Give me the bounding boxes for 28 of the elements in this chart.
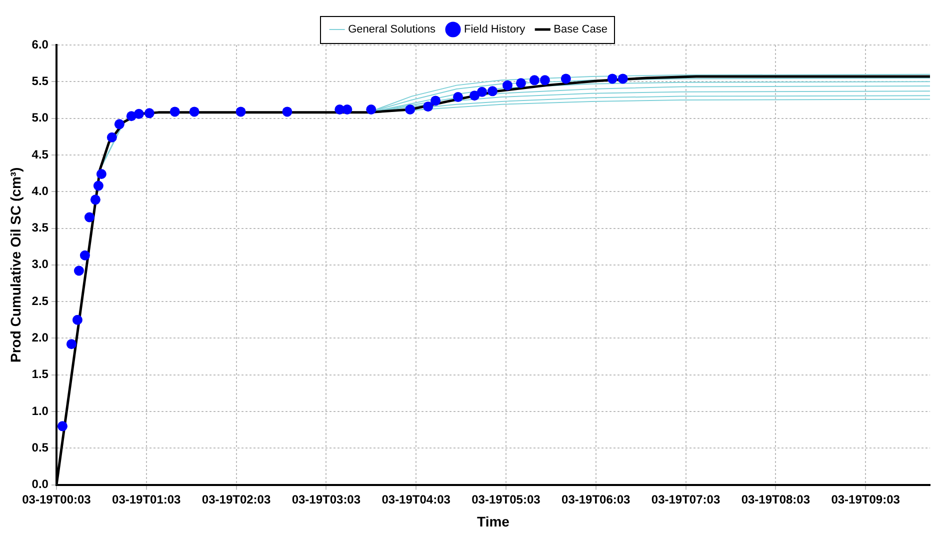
y-tick-label: 1.5 bbox=[32, 367, 49, 382]
y-tick-label: 6.0 bbox=[32, 37, 49, 52]
y-tick-label: 2.5 bbox=[32, 294, 49, 308]
y-tick-label: 1.0 bbox=[32, 404, 49, 418]
y-tick-label: 5.0 bbox=[32, 110, 49, 125]
x-tick-label: 03-19T04:03 bbox=[382, 492, 451, 506]
y-tick-label: 5.5 bbox=[32, 74, 49, 88]
x-tick-label: 03-19T08:03 bbox=[741, 492, 810, 506]
x-tick-label: 03-19T07:03 bbox=[651, 492, 720, 506]
legend-label: General Solutions bbox=[348, 24, 436, 36]
y-tick-label: 4.5 bbox=[32, 147, 49, 162]
y-axis-title: Prod Cumulative Oil SC (cm³) bbox=[7, 167, 24, 363]
legend-label: Base Case bbox=[554, 24, 608, 36]
y-tick-label: 3.5 bbox=[32, 220, 49, 235]
x-tick-label: 03-19T03:03 bbox=[292, 492, 361, 506]
y-tick-label: 3.0 bbox=[32, 257, 49, 272]
x-tick-label: 03-19T02:03 bbox=[202, 492, 271, 506]
x-tick-label: 03-19T01:03 bbox=[112, 492, 182, 506]
x-tick-label: 03-19T06:03 bbox=[562, 492, 631, 506]
x-axis-title: Time bbox=[477, 513, 510, 530]
y-tick-label: 0.0 bbox=[32, 477, 49, 492]
legend-label: Field History bbox=[464, 24, 526, 36]
y-tick-label: 2.0 bbox=[32, 330, 49, 345]
y-tick-label: 0.5 bbox=[32, 440, 49, 454]
x-tick-label: 03-19T05:03 bbox=[472, 492, 541, 506]
x-tick-label: 03-19T09:03 bbox=[831, 492, 900, 506]
y-tick-label: 4.0 bbox=[32, 184, 49, 198]
x-tick-label: 03-19T00:03 bbox=[22, 492, 92, 506]
